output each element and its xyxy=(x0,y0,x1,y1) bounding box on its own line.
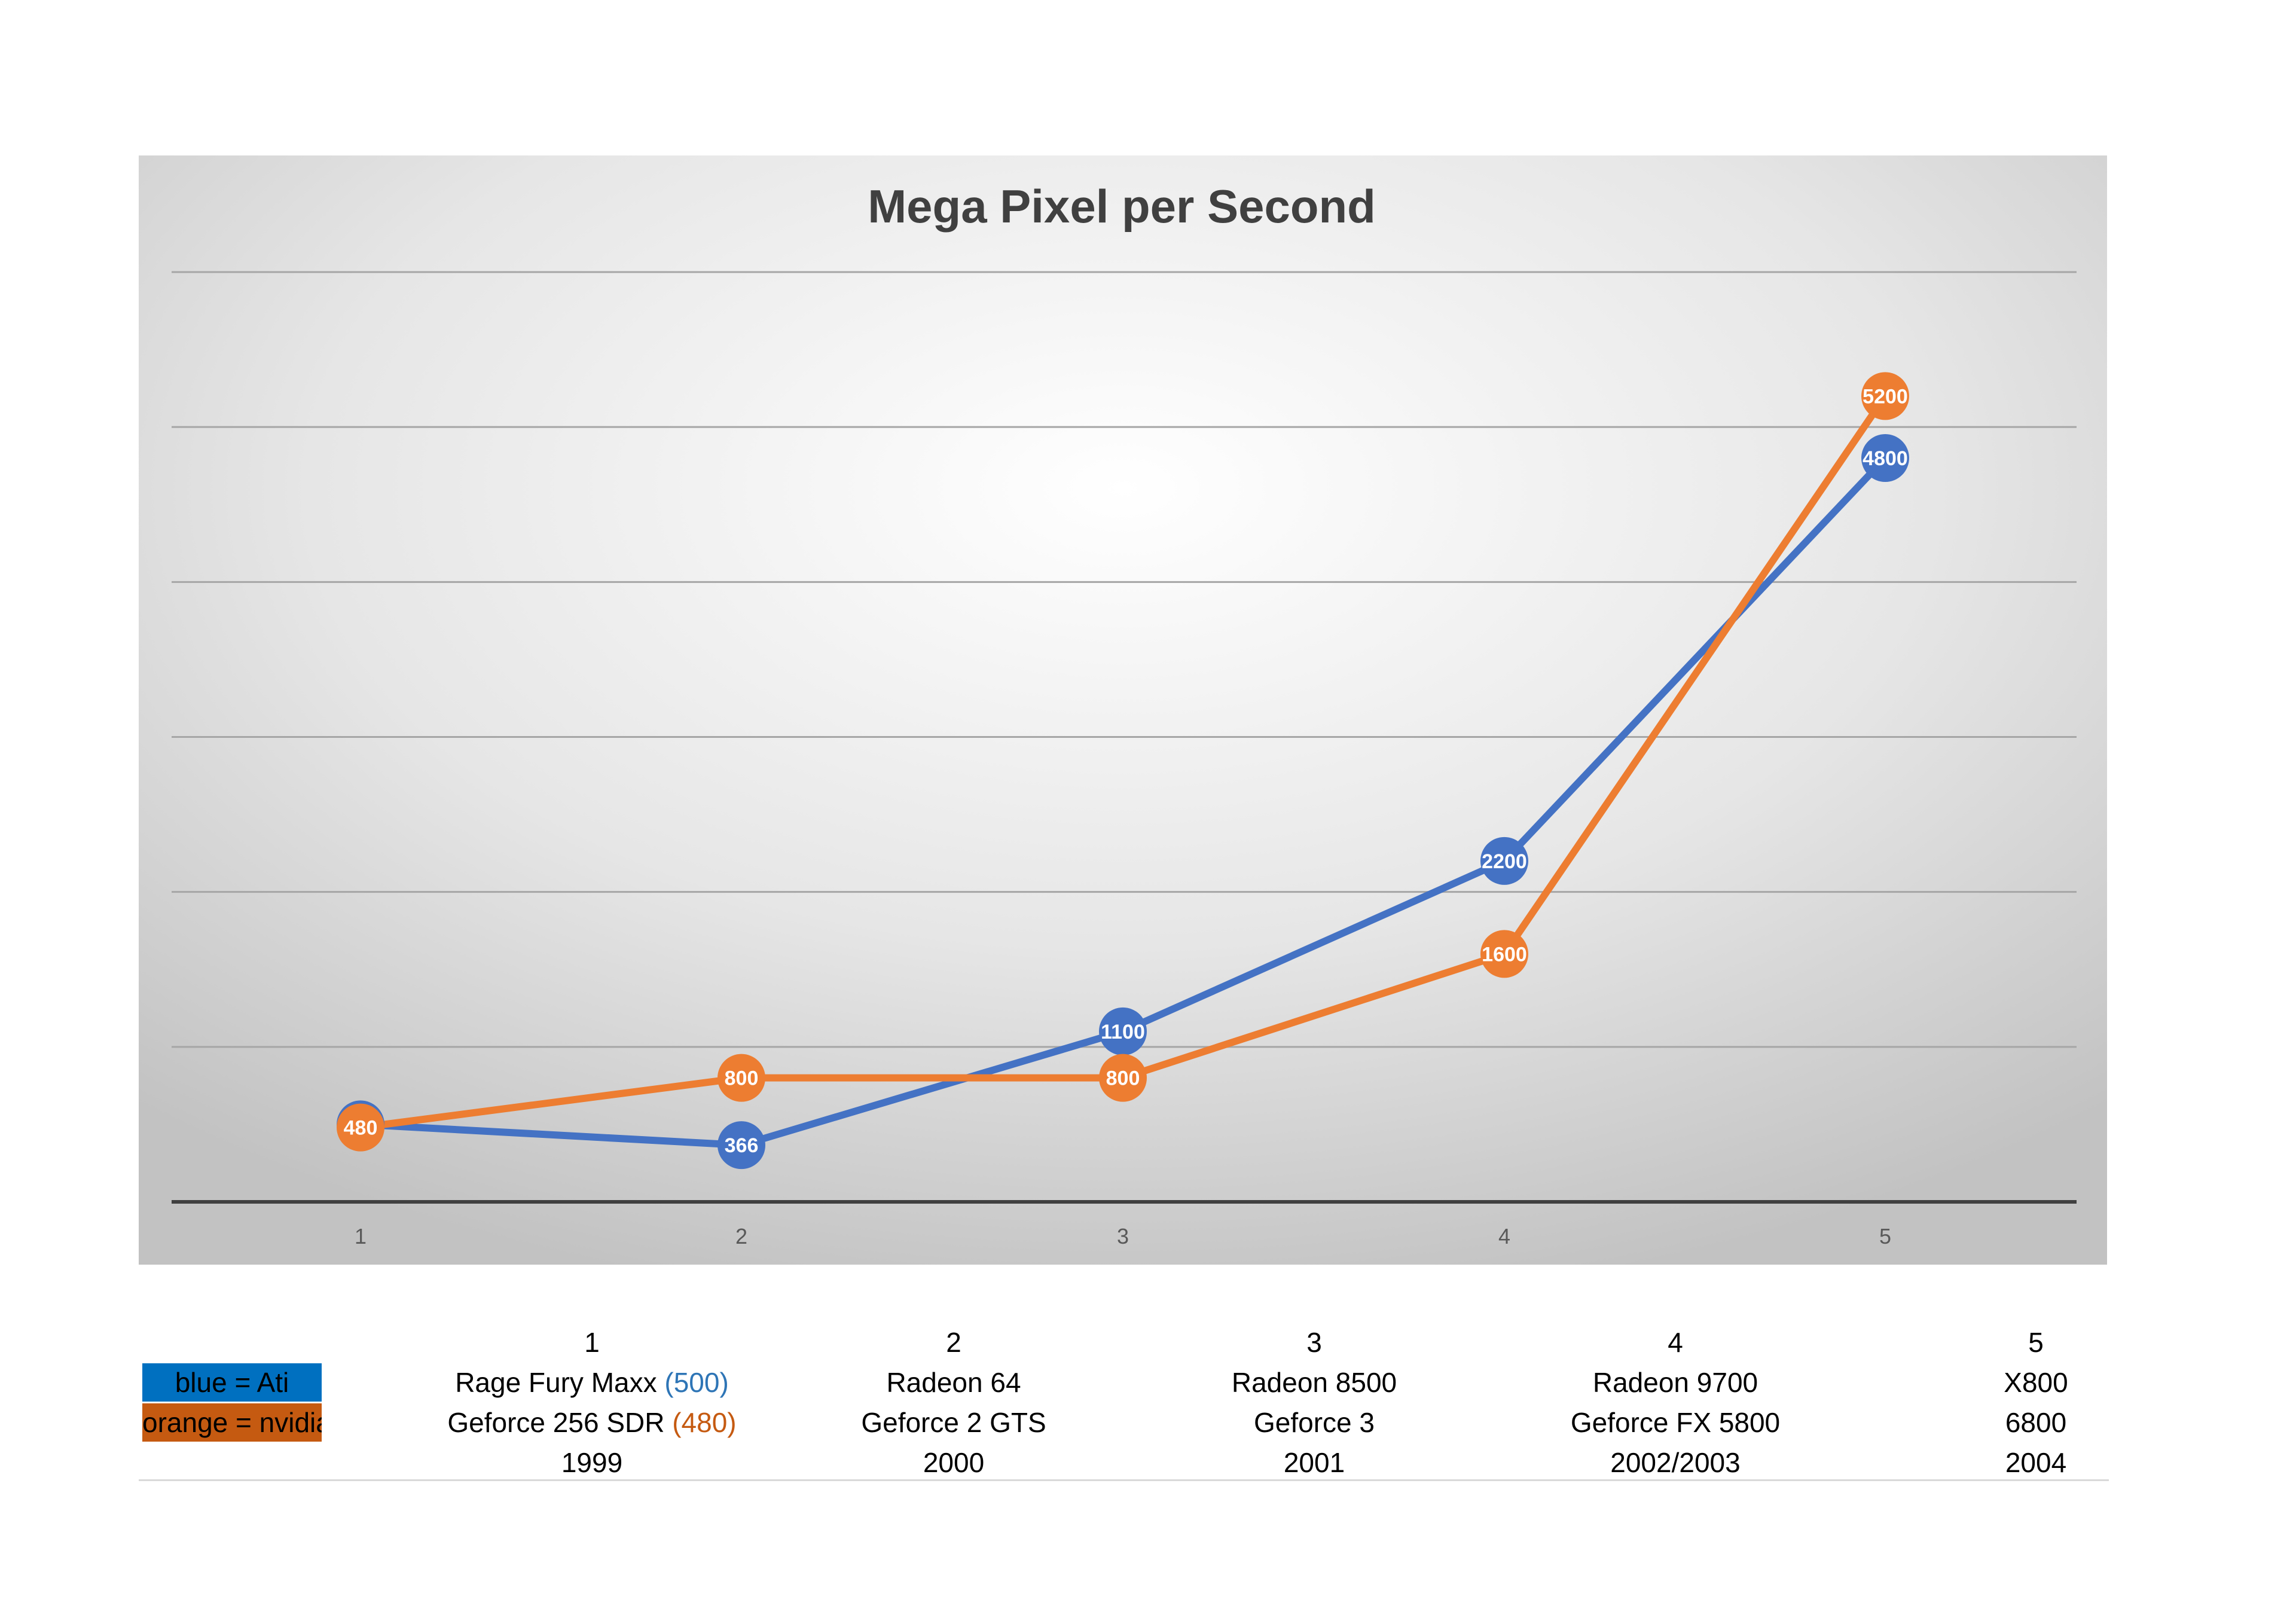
table-cell: X800 xyxy=(1851,1363,2221,1402)
table-cell-text: Geforce 256 SDR xyxy=(447,1407,673,1438)
table-bottom-rule xyxy=(139,1479,2109,1481)
table-cell: Geforce 3 xyxy=(1129,1403,1500,1442)
table-cell: Rage Fury Maxx (500) xyxy=(407,1363,777,1402)
table-cell: 6800 xyxy=(1851,1403,2221,1442)
data-point-marker xyxy=(1099,1007,1147,1055)
table-cell-text: X800 xyxy=(2004,1367,2068,1398)
table-cell-text: 1999 xyxy=(561,1447,623,1478)
chart-title: Mega Pixel per Second xyxy=(868,180,1376,233)
data-label: 2200 xyxy=(1482,850,1527,873)
table-cell: Radeon 64 xyxy=(768,1363,1139,1402)
data-point-marker xyxy=(1099,1054,1147,1102)
table-cell: 2001 xyxy=(1129,1443,1500,1482)
data-point-marker xyxy=(1861,434,1909,482)
data-label: 366 xyxy=(725,1134,759,1157)
table-cell-value: (500) xyxy=(664,1367,729,1398)
data-point-marker xyxy=(718,1121,765,1170)
x-tick-label: 1 xyxy=(355,1224,367,1248)
table-cell: 2002/2003 xyxy=(1490,1443,1861,1482)
table-cell-value: (480) xyxy=(672,1407,737,1438)
data-label: 4800 xyxy=(1863,447,1908,470)
table-column-header: 1 xyxy=(584,1327,600,1358)
table-cell-text: Geforce FX 5800 xyxy=(1570,1407,1781,1438)
data-point-marker xyxy=(1480,930,1528,978)
x-tick-label: 4 xyxy=(1498,1224,1510,1248)
data-label: 1100 xyxy=(1101,1021,1145,1043)
gridlines xyxy=(172,271,2077,1048)
table-cell: 2004 xyxy=(1851,1443,2221,1482)
table-cell-text: Geforce 3 xyxy=(1254,1407,1375,1438)
table-cell: Radeon 8500 xyxy=(1129,1363,1500,1402)
table-cell: Geforce 2 GTS xyxy=(768,1403,1139,1442)
table-cell-text: 2001 xyxy=(1283,1447,1345,1478)
data-point-marker xyxy=(718,1054,765,1102)
table-cell-text: 6800 xyxy=(2005,1407,2067,1438)
table-cell: 2000 xyxy=(768,1443,1139,1482)
table-column-header: 3 xyxy=(1306,1327,1322,1358)
table-cell-text: Radeon 9700 xyxy=(1592,1367,1758,1398)
table-cell: Geforce FX 5800 xyxy=(1490,1403,1861,1442)
table-cell-text: 2002/2003 xyxy=(1610,1447,1741,1478)
table-column-header: 5 xyxy=(2028,1327,2044,1358)
data-point-marker xyxy=(337,1103,384,1152)
table-cell: Radeon 9700 xyxy=(1490,1363,1861,1402)
x-tick-label: 2 xyxy=(735,1224,747,1248)
data-label: 1600 xyxy=(1482,943,1527,966)
legend-ati: blue = Ati xyxy=(142,1363,322,1402)
data-point-marker xyxy=(1480,837,1528,885)
data-point-marker xyxy=(1861,372,1909,420)
data-label: 5200 xyxy=(1863,385,1908,408)
x-tick-label: 3 xyxy=(1117,1224,1129,1248)
table-cell: 1999 xyxy=(407,1443,777,1482)
table-cell-text: 2000 xyxy=(923,1447,985,1478)
data-label: 480 xyxy=(344,1117,378,1140)
data-label: 800 xyxy=(1106,1067,1140,1090)
legend-nvidia: orange = nvidia xyxy=(142,1403,322,1442)
series-markers: 50036611002200480048080080016005200 xyxy=(337,372,1909,1170)
table-cell: Geforce 256 SDR (480) xyxy=(407,1403,777,1442)
table-cell-text: Radeon 8500 xyxy=(1231,1367,1397,1398)
table-column-header: 4 xyxy=(1668,1327,1683,1358)
table-cell-text: Geforce 2 GTS xyxy=(861,1407,1046,1438)
table-cell-text: 2004 xyxy=(2005,1447,2067,1478)
table-cell-text: Radeon 64 xyxy=(886,1367,1021,1398)
table-column-header: 2 xyxy=(946,1327,961,1358)
data-label: 800 xyxy=(725,1067,759,1090)
table-cell-text: Rage Fury Maxx xyxy=(455,1367,665,1398)
x-tick-label: 5 xyxy=(1879,1224,1891,1248)
x-axis: 1 2 3 4 5 xyxy=(172,1200,2077,1248)
